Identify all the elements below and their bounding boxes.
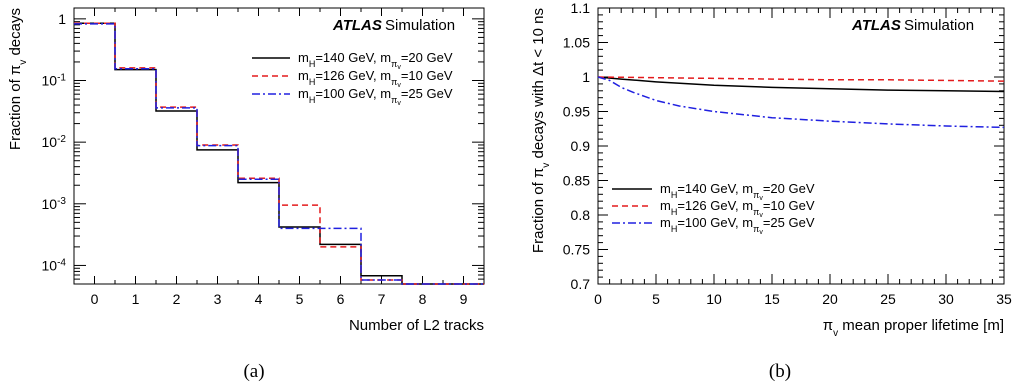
y-axis-label-b: Fraction of πv decays with Δt < 10 ns	[530, 8, 552, 253]
y-tick-label-b: 1.05	[563, 35, 590, 51]
series-line-b-0	[597, 76, 1005, 93]
x-axis-label-b: πv mean proper lifetime [m]	[823, 317, 1004, 339]
legend-label-b-0: mH=140 GeV, mπv=20 GeV	[660, 181, 815, 202]
series-line-b-1	[597, 76, 1005, 82]
series-a	[74, 22, 484, 285]
y-tick-label-b: 1.1	[571, 0, 591, 16]
y-tick-label-b: 0.9	[571, 138, 591, 154]
series-line-a-1	[74, 22, 484, 285]
panel-a: 0 1 2 3 4 5 6 7 8 9 1 10-1 10-2 10-3 10-4 ATLAS Simula…	[7, 7, 485, 382]
x-tick-label-b: 10	[706, 291, 722, 307]
legend-label-b-1: mH=126 GeV, mπv=10 GeV	[660, 198, 815, 219]
x-tick-label-b: 25	[880, 291, 896, 307]
y-tick-label-a: 10-4	[42, 257, 67, 274]
caption-b: (b)	[769, 361, 791, 382]
axes-b: 0 5 10 15 20 25 30 35 0.7 0.75 0.8 0.85 0.9 0.95 1 1.05…	[563, 0, 1012, 307]
y-tick-label-a: 10-2	[42, 134, 67, 151]
x-tick-label-a: 7	[378, 291, 386, 307]
atlas-label-a: ATLAS	[332, 17, 382, 34]
x-tick-label-b: 20	[822, 291, 838, 307]
y-tick-label-b: 0.8	[571, 207, 591, 223]
caption-a: (a)	[243, 361, 264, 382]
legend-label-b-2: mH=100 GeV, mπv=25 GeV	[660, 215, 815, 236]
x-tick-label-a: 8	[419, 291, 427, 307]
y-tick-label-b: 1	[582, 69, 590, 85]
x-tick-label-a: 0	[91, 291, 99, 307]
x-tick-label-b: 0	[594, 291, 602, 307]
y-tick-label-b: 0.7	[571, 276, 591, 292]
series-line-a-2	[74, 23, 484, 285]
y-tick-label-b: 0.85	[563, 173, 590, 189]
simulation-label-b: Simulation	[904, 17, 974, 34]
x-tick-label-b: 5	[652, 291, 660, 307]
x-tick-label-a: 2	[173, 291, 181, 307]
series-line-b-2	[597, 76, 1005, 129]
x-tick-label-b: 15	[764, 291, 780, 307]
y-axis-label-a: Fraction of πv decays	[7, 8, 29, 150]
atlas-label-b: ATLAS	[851, 17, 901, 34]
plot-frame-b	[597, 7, 1005, 285]
legend-label-a-2: mH=100 GeV, mπv=25 GeV	[298, 86, 453, 107]
x-tick-label-a: 5	[296, 291, 304, 307]
legend-label-a-1: mH=126 GeV, mπv=10 GeV	[298, 68, 453, 89]
y-tick-label-a: 1	[58, 11, 66, 27]
y-tick-label-a: 10-3	[42, 195, 67, 212]
panel-b: 0 5 10 15 20 25 30 35 0.7 0.75 0.8 0.85 0.9 0.95 1 1.05…	[530, 0, 1012, 382]
x-axis-label-a: Number of L2 tracks	[349, 317, 484, 334]
x-tick-label-a: 1	[132, 291, 140, 307]
x-tick-label-a: 6	[337, 291, 345, 307]
y-tick-label-b: 0.75	[563, 242, 590, 258]
y-tick-label-b: 0.95	[563, 104, 590, 120]
series-b	[597, 76, 1005, 129]
x-tick-label-a: 3	[214, 291, 222, 307]
axes-a: 0 1 2 3 4 5 6 7 8 9 1 10-1 10-2 10-3 10-4	[42, 8, 485, 307]
x-tick-label-b: 30	[938, 291, 954, 307]
x-tick-label-b: 35	[996, 291, 1012, 307]
legend-label-a-0: mH=140 GeV, mπv=20 GeV	[298, 50, 453, 71]
simulation-label-a: Simulation	[385, 17, 455, 34]
y-tick-label-a: 10-1	[42, 72, 67, 89]
x-tick-label-a: 4	[255, 291, 263, 307]
x-tick-label-a: 9	[460, 291, 468, 307]
